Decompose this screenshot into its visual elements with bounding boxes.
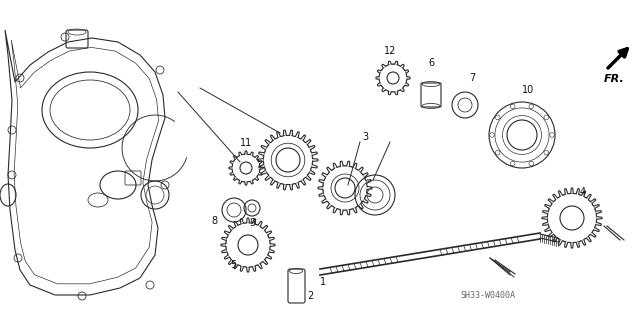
Text: 8: 8 (211, 216, 217, 226)
Text: SH33-W0400A: SH33-W0400A (461, 292, 515, 300)
Text: FR.: FR. (604, 74, 625, 84)
Text: 4: 4 (580, 187, 586, 197)
Text: 7: 7 (469, 73, 475, 83)
Text: 10: 10 (522, 85, 534, 95)
Circle shape (507, 120, 537, 150)
Text: 12: 12 (384, 46, 396, 56)
Text: 11: 11 (240, 138, 252, 148)
Circle shape (276, 148, 300, 172)
Circle shape (240, 162, 252, 174)
Text: 3: 3 (362, 132, 368, 142)
Text: 9: 9 (249, 218, 255, 228)
Circle shape (335, 178, 355, 198)
Text: 1: 1 (320, 277, 326, 287)
Circle shape (238, 235, 258, 255)
Circle shape (560, 206, 584, 230)
Text: 6: 6 (428, 58, 434, 68)
Circle shape (387, 72, 399, 84)
Text: 5: 5 (230, 260, 236, 270)
Text: 2: 2 (307, 291, 313, 301)
